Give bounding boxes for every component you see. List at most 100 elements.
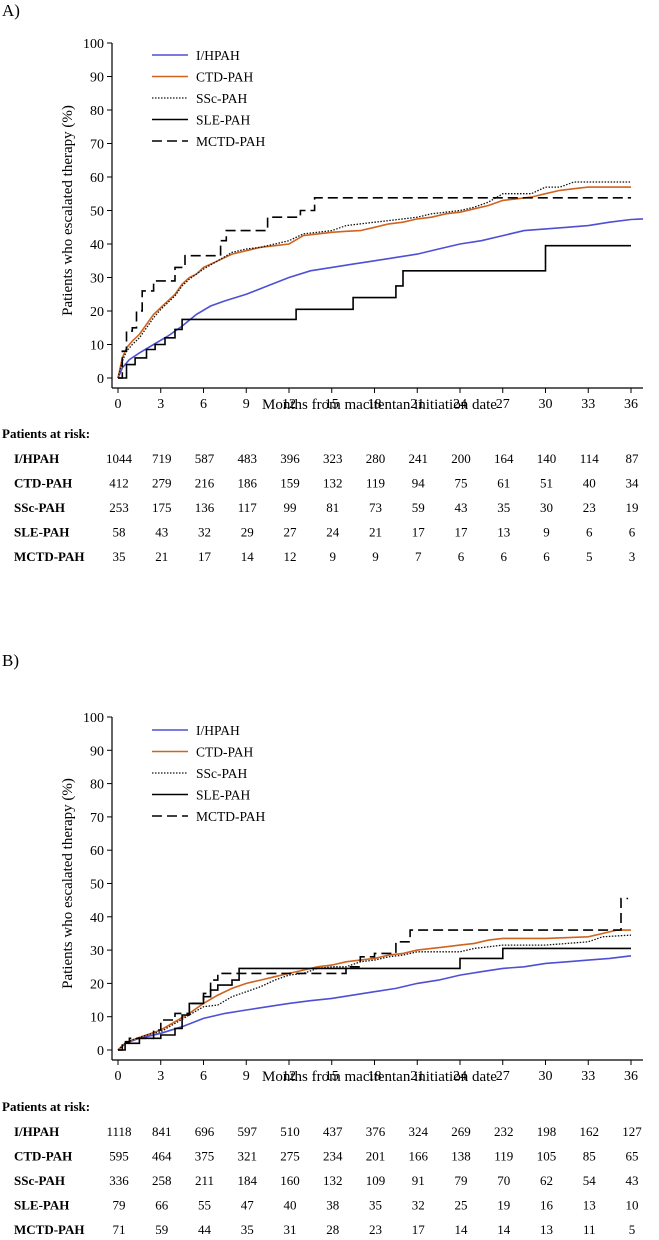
- x-axis-title: Months from macitentan initiation date: [262, 397, 497, 413]
- risk-value: 43: [155, 525, 168, 540]
- risk-value: 597: [238, 1124, 258, 1139]
- risk-value: 186: [238, 476, 258, 491]
- risk-value: 9: [372, 549, 379, 564]
- risk-value: 13: [540, 1222, 553, 1237]
- risk-value: 136: [195, 500, 215, 515]
- risk-value: 28: [326, 1222, 339, 1237]
- y-tick-label: 50: [90, 205, 104, 220]
- legend-label-ssc: SSc-PAH: [196, 766, 248, 781]
- series-line-mctd: [118, 897, 629, 1051]
- risk-value: 109: [366, 1173, 386, 1188]
- risk-value: 94: [412, 476, 426, 491]
- risk-value: 595: [109, 1149, 129, 1164]
- risk-value: 40: [583, 476, 596, 491]
- risk-value: 59: [412, 500, 425, 515]
- risk-value: 9: [543, 525, 550, 540]
- risk-value: 166: [409, 1149, 429, 1164]
- risk-value: 6: [629, 525, 636, 540]
- risk-value: 132: [323, 1173, 343, 1188]
- legend: I/HPAH CTD-PAH SSc-PAH SLE-PAH MCTD-PAH: [152, 48, 266, 149]
- risk-row-label: MCTD-PAH: [14, 549, 85, 564]
- legend-label-sle: SLE-PAH: [196, 113, 251, 128]
- risk-value: 510: [280, 1124, 300, 1139]
- risk-value: 105: [537, 1149, 557, 1164]
- risk-value: 216: [195, 476, 215, 491]
- risk-value: 587: [195, 451, 215, 466]
- risk-value: 275: [280, 1149, 300, 1164]
- risk-value: 5: [586, 549, 593, 564]
- y-tick-label: 90: [90, 71, 104, 86]
- y-tick-label: 30: [90, 944, 104, 959]
- legend-label-sle: SLE-PAH: [196, 788, 251, 803]
- risk-row-label: SLE-PAH: [14, 525, 69, 540]
- y-axis-title: Patients who escalated therapy (%): [60, 105, 76, 316]
- series-line-mctd: [118, 197, 631, 379]
- x-tick-label: 30: [539, 397, 553, 412]
- risk-value: 1118: [106, 1124, 131, 1139]
- x-tick-label: 12: [282, 1069, 296, 1084]
- risk-value: 376: [366, 1124, 386, 1139]
- x-tick-label: 3: [157, 397, 164, 412]
- x-tick-label: 36: [624, 1069, 638, 1084]
- risk-row-label: I/HPAH: [14, 1124, 59, 1139]
- y-tick-label: 80: [90, 778, 104, 793]
- risk-value: 119: [494, 1149, 513, 1164]
- risk-value: 71: [113, 1222, 126, 1237]
- risk-value: 65: [626, 1149, 639, 1164]
- risk-value: 13: [583, 1198, 596, 1213]
- risk-value: 1044: [106, 451, 133, 466]
- risk-value: 55: [198, 1198, 211, 1213]
- y-axis-title: Patients who escalated therapy (%): [60, 778, 76, 989]
- risk-value: 127: [622, 1124, 642, 1139]
- risk-value: 35: [497, 500, 510, 515]
- risk-value: 324: [409, 1124, 429, 1139]
- risk-value: 47: [241, 1198, 255, 1213]
- risk-value: 841: [152, 1124, 172, 1139]
- x-tick-label: 18: [368, 1069, 382, 1084]
- risk-row-label: MCTD-PAH: [14, 1222, 85, 1237]
- risk-value: 175: [152, 500, 172, 515]
- risk-value: 719: [152, 451, 172, 466]
- risk-value: 85: [583, 1149, 596, 1164]
- series-line-ctd: [117, 186, 631, 379]
- risk-value: 40: [284, 1198, 297, 1213]
- risk-value: 16: [540, 1198, 554, 1213]
- legend-label-ihpah: I/HPAH: [196, 48, 240, 63]
- risk-value: 54: [583, 1173, 597, 1188]
- risk-value: 160: [280, 1173, 300, 1188]
- risk-value: 29: [241, 525, 254, 540]
- y-tick-label: 100: [83, 711, 104, 726]
- risk-value: 62: [540, 1173, 553, 1188]
- risk-value: 211: [195, 1173, 214, 1188]
- risk-value: 198: [537, 1124, 557, 1139]
- risk-row-label: SSc-PAH: [14, 1173, 65, 1188]
- y-tick-label: 0: [97, 372, 104, 387]
- risk-value: 280: [366, 451, 386, 466]
- risk-value: 19: [626, 500, 639, 515]
- y-tick-label: 100: [83, 37, 104, 52]
- risk-value: 51: [540, 476, 553, 491]
- x-tick-label: 27: [496, 397, 510, 412]
- y-tick-label: 20: [90, 305, 104, 320]
- risk-value: 5: [629, 1222, 636, 1237]
- x-tick-label: 9: [243, 1069, 250, 1084]
- risk-value: 9: [330, 549, 337, 564]
- risk-value: 35: [241, 1222, 254, 1237]
- risk-value: 75: [455, 476, 468, 491]
- risk-value: 279: [152, 476, 172, 491]
- risk-value: 184: [238, 1173, 258, 1188]
- x-tick-label: 24: [453, 1069, 467, 1084]
- risk-value: 119: [366, 476, 385, 491]
- risk-value: 30: [540, 500, 553, 515]
- x-tick-label: 27: [496, 1069, 510, 1084]
- risk-value: 3: [629, 549, 636, 564]
- risk-value: 10: [626, 1198, 639, 1213]
- risk-value: 14: [455, 1222, 469, 1237]
- y-tick-label: 90: [90, 744, 104, 759]
- legend-label-mctd: MCTD-PAH: [196, 809, 266, 824]
- y-tick-label: 40: [90, 238, 104, 253]
- y-tick-label: 50: [90, 878, 104, 893]
- risk-value: 696: [195, 1124, 215, 1139]
- risk-value: 58: [113, 525, 126, 540]
